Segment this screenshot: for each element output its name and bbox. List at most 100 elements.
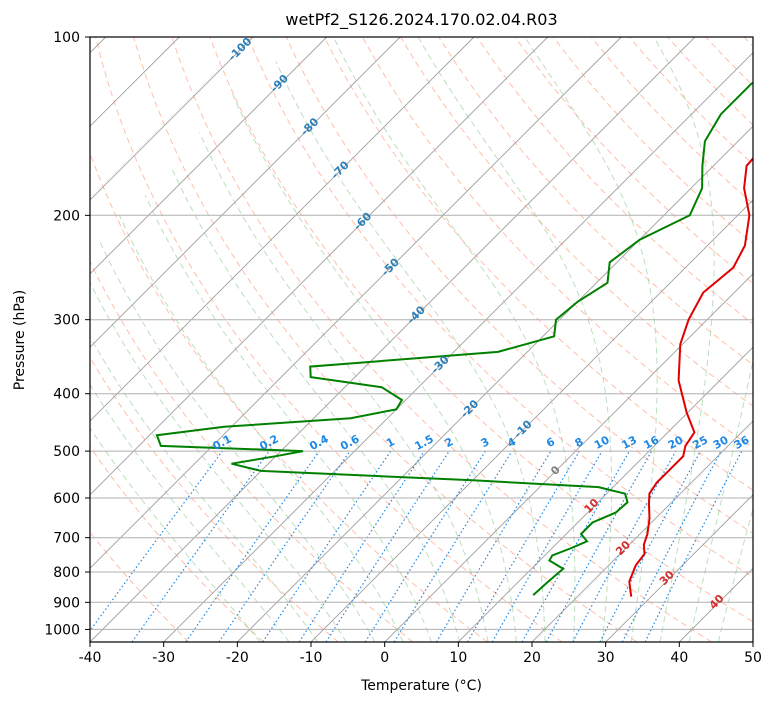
x-tick-label: 20: [523, 650, 541, 666]
x-tick-label: 50: [744, 650, 762, 666]
mixing-ratio-line: [545, 450, 653, 642]
mixing-ratio-line: [325, 450, 450, 642]
temperature-line: [628, 156, 753, 597]
y-tick-label: 500: [53, 444, 80, 460]
moist-adiabat: [688, 358, 753, 642]
y-tick-label: 1000: [44, 622, 80, 638]
sounding-series: [155, 81, 753, 597]
background-lines: [0, 37, 753, 642]
isotherm-line: [90, 37, 696, 642]
extra-adiabat: [0, 37, 2, 642]
isotherm-zero-label: 0: [548, 463, 563, 478]
dry-adiabat: [95, 37, 563, 642]
moist-adiabat: [90, 335, 319, 642]
dry-adiabat: [743, 37, 753, 47]
mixing-ratio-line: [572, 450, 677, 642]
dry-adiabat: [476, 37, 753, 325]
y-tick-label: 800: [53, 565, 80, 581]
dry-adiabat: [705, 37, 753, 87]
mixing-ratio-label: 16: [642, 433, 662, 452]
moist-adiabat: [170, 165, 461, 642]
mixing-ratio-line: [393, 450, 513, 642]
mixing-ratio-line: [262, 450, 392, 642]
isotherm-line: [310, 199, 753, 642]
y-tick-label: 300: [53, 313, 80, 329]
moist-adiabat: [90, 383, 290, 642]
moist-adiabat: [144, 195, 432, 642]
isotherm-line: [531, 420, 753, 642]
isotherm-line: [90, 37, 401, 348]
isotherm-label: -70: [329, 158, 352, 181]
y-tick-label: 600: [53, 491, 80, 507]
dry-adiabat: [90, 151, 488, 642]
chart-title: wetPf2_S126.2024.170.02.04.R03: [285, 10, 558, 29]
y-tick-label: 900: [53, 595, 80, 611]
moist-adiabat: [417, 37, 613, 642]
isotherm-line: [384, 273, 753, 642]
mixing-ratio-line: [90, 450, 223, 632]
dry-adiabat: [90, 356, 339, 642]
dry-adiabat: [90, 260, 414, 642]
isotherm-line: [90, 37, 622, 569]
dry-adiabat: [514, 37, 753, 285]
isotherm-line: [90, 37, 328, 275]
mixing-ratio-line: [218, 450, 351, 642]
moist-adiabat: [717, 506, 753, 642]
moist-adiabat: [90, 427, 261, 642]
isotherm-line: [90, 37, 549, 496]
y-tick-label: 400: [53, 387, 80, 403]
mixing-ratio-label: 6: [544, 435, 557, 450]
x-tick-label: 40: [670, 650, 688, 666]
x-tick-label: -30: [152, 650, 175, 666]
mixing-ratio-label: 2: [443, 435, 456, 450]
isotherm-label: -100: [226, 35, 255, 64]
moist-adiabat: [232, 94, 517, 642]
mixing-ratio-line: [131, 450, 270, 642]
moist-adiabat: [275, 61, 546, 642]
moist-adiabat: [653, 37, 715, 642]
isotherm-label: -90: [268, 72, 291, 95]
x-tick-label: 10: [449, 650, 467, 666]
mixing-ratio-line: [298, 450, 425, 642]
isotherm-line: [90, 37, 475, 422]
moist-adiabat: [199, 132, 489, 642]
mixing-ratio-label: 1: [384, 435, 397, 450]
x-tick-label: 0: [380, 650, 389, 666]
mixing-ratio-line: [521, 450, 631, 642]
x-tick-label: -10: [300, 650, 323, 666]
dry-adiabat: [247, 37, 753, 578]
isotherm-line: [163, 52, 753, 642]
dry-adiabat: [90, 531, 190, 642]
y-tick-label: 200: [53, 208, 80, 224]
moist-adiabat: [98, 239, 376, 642]
dry-adiabat: [171, 37, 712, 642]
isotherm-line: [457, 346, 753, 642]
dry-adiabat: [438, 37, 753, 366]
mixing-ratio-label: 3: [479, 435, 492, 450]
isotherm-label: -60: [351, 209, 374, 232]
mixing-ratio-line: [644, 450, 743, 642]
mixing-ratio-line: [185, 450, 320, 642]
moist-adiabat: [119, 215, 404, 642]
mixing-ratio-label: 30: [711, 433, 731, 452]
moist-adiabat: [524, 37, 658, 642]
mixing-ratio-label: 1.5: [413, 432, 436, 453]
dry-adiabat: [209, 37, 753, 623]
warm-isotherm-label: 10: [582, 496, 602, 516]
isotherm-label: -10: [511, 417, 534, 440]
dewpoint-line: [155, 81, 753, 596]
x-tick-label: -20: [226, 650, 249, 666]
isotherm-line: [90, 37, 254, 201]
y-axis-label: Pressure (hPa): [12, 289, 28, 391]
y-tick-label: 100: [53, 30, 80, 46]
moist-adiabat: [90, 281, 347, 642]
x-tick-label: -40: [79, 650, 102, 666]
dry-adiabat: [323, 37, 753, 491]
pressure-gridlines: [90, 37, 753, 630]
plot-frame: [89, 36, 754, 643]
x-axis-label: Temperature (°C): [361, 678, 482, 694]
mixing-ratio-label: 13: [619, 433, 639, 452]
mixing-ratio-label: 25: [690, 433, 710, 452]
dry-adiabat: [667, 37, 753, 126]
